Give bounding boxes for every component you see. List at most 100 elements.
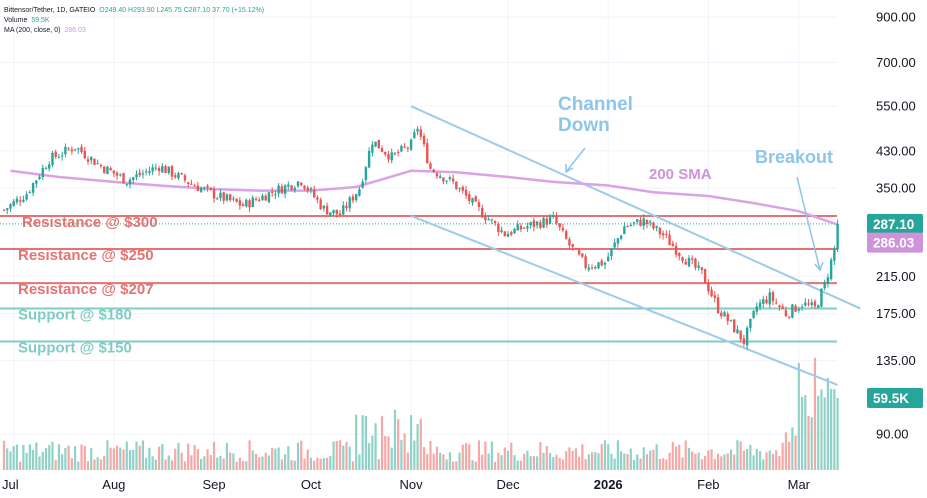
candle (115, 171, 119, 180)
candle (135, 170, 138, 181)
candle (403, 143, 406, 149)
candle (632, 221, 636, 227)
volume-bar (536, 456, 539, 470)
candle (623, 222, 626, 235)
candle (649, 219, 652, 227)
candle-body (826, 277, 830, 284)
candle-body (571, 243, 574, 247)
candle (794, 304, 797, 313)
candle-body (112, 170, 116, 174)
candle-body (322, 205, 326, 209)
volume-bar (662, 458, 665, 470)
volume-bar (229, 452, 232, 470)
legend-volume-label: Volume (4, 17, 28, 24)
sma-price-label-bg (867, 232, 923, 253)
candle-body (380, 148, 384, 152)
volume-bar (681, 457, 684, 470)
candle (303, 185, 306, 191)
candle-body (564, 231, 568, 239)
volume-bar (645, 454, 649, 470)
candle-body (267, 192, 271, 203)
candle-body (148, 171, 151, 173)
volume-bar (351, 461, 355, 470)
y-tick-label: 135.00 (876, 353, 916, 368)
volume-bar (128, 450, 132, 470)
candle (626, 225, 629, 228)
candle (332, 209, 335, 216)
candle-body (38, 176, 41, 179)
candle (238, 196, 242, 210)
volume-bar (490, 441, 493, 470)
x-tick-label: 2026 (594, 477, 623, 492)
volume-bar (671, 442, 674, 470)
candle (31, 182, 35, 197)
volume-bar (746, 449, 749, 470)
candle (755, 302, 759, 315)
volume-bar (684, 440, 687, 470)
volume-bar (390, 447, 393, 470)
volume-price-label-bg (867, 388, 923, 408)
candle-body (429, 163, 432, 169)
volume-bar (510, 442, 513, 470)
candle-body (455, 181, 458, 190)
volume-bar (6, 448, 9, 470)
volume-bar (758, 451, 762, 470)
sma-price-label: 286.03 (867, 232, 923, 253)
candle (616, 237, 620, 248)
volume-bar (364, 415, 367, 470)
volume-bar (455, 461, 458, 470)
volume-bar (209, 454, 212, 470)
volume-bar (154, 459, 157, 470)
candle (684, 258, 687, 265)
candle (67, 147, 70, 151)
volume-bar (54, 460, 57, 470)
candle (613, 238, 616, 250)
volume-bar (57, 444, 61, 470)
candle (80, 144, 83, 155)
volume-bar (426, 454, 429, 470)
annotation-breakout-arrow (796, 176, 821, 271)
candle (571, 243, 574, 251)
candle-body (57, 157, 61, 159)
candle-body (151, 167, 154, 172)
candle (358, 187, 361, 197)
volume-bar (755, 448, 758, 470)
volume-bar (704, 455, 707, 470)
candle (493, 220, 497, 226)
candle (445, 180, 448, 185)
candle-body (506, 233, 510, 237)
volume-bar (652, 449, 655, 470)
candle (762, 295, 765, 308)
volume-bar (212, 441, 216, 470)
candle-body (138, 172, 141, 176)
volume-bar (19, 461, 22, 470)
candle (817, 304, 820, 308)
candle-body (251, 197, 254, 207)
candle (587, 264, 591, 272)
volume-bar (80, 444, 83, 470)
candle-body (778, 305, 781, 308)
candle-body (600, 260, 603, 266)
candle (413, 128, 416, 139)
volume-bar (561, 459, 565, 470)
candle-body (99, 164, 103, 167)
volume-bar (481, 454, 484, 470)
volume-bar (387, 436, 390, 470)
candle (691, 255, 694, 265)
candle-body (752, 310, 755, 318)
candle (791, 303, 794, 319)
candle (558, 222, 561, 231)
volume-bar (9, 451, 12, 470)
candle-body (180, 173, 183, 175)
volume-bar (820, 389, 823, 470)
volume-bar (38, 456, 41, 470)
candle (325, 202, 329, 215)
volume-bar (516, 460, 519, 470)
volume-bar (439, 452, 442, 470)
candle-body (574, 248, 578, 250)
candle-body (594, 266, 597, 269)
candle (164, 164, 167, 174)
candle-body (529, 222, 532, 226)
